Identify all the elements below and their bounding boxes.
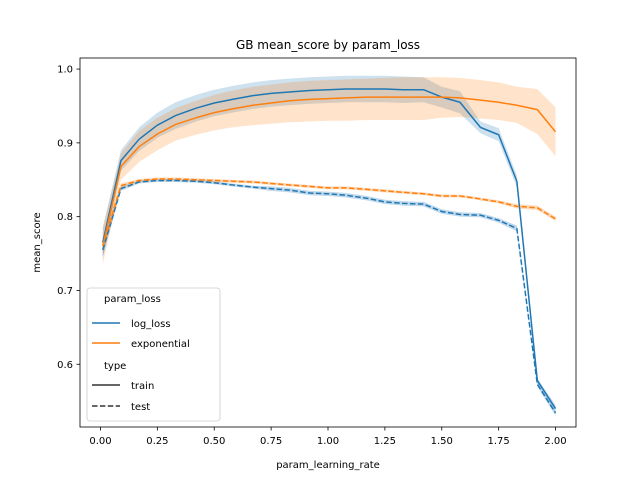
series-lines: [102, 88, 557, 414]
x-axis-label: param_learning_rate: [276, 460, 380, 471]
legend-label-exponential: exponential: [131, 339, 190, 350]
y-axis-label: mean_score: [32, 212, 43, 272]
y-tick-label: 1.0: [57, 65, 73, 76]
x-tick-label: 0.50: [203, 436, 225, 447]
y-axis-ticks: 0.6 0.7 0.8 0.9 1.0: [57, 65, 80, 371]
confidence-bands: [102, 75, 556, 416]
legend-label-log-loss: log_loss: [131, 319, 171, 330]
x-tick-label: 0.75: [260, 436, 282, 447]
line-log-loss-test: [102, 179, 557, 414]
line-log-loss-train: [102, 88, 557, 409]
chart-title: GB mean_score by param_loss: [236, 38, 420, 52]
band-exponential-train: [102, 77, 556, 265]
legend-label-test: test: [131, 402, 150, 413]
y-tick-label: 0.7: [57, 286, 73, 297]
y-tick-label: 0.6: [57, 360, 73, 371]
x-tick-label: 2.00: [544, 436, 566, 447]
legend-hue-title: param_loss: [104, 294, 161, 305]
x-tick-label: 1.00: [317, 436, 339, 447]
line-exponential-test: [102, 178, 556, 247]
x-tick-label: 1.50: [431, 436, 453, 447]
x-tick-label: 0.25: [146, 436, 168, 447]
legend-box: [86, 287, 221, 422]
x-tick-label: 1.25: [374, 436, 396, 447]
x-tick-label: 0.00: [89, 436, 111, 447]
legend-style-title: type: [104, 361, 126, 372]
legend-label-train: train: [131, 381, 154, 392]
y-tick-label: 0.9: [57, 138, 73, 149]
x-tick-label: 1.75: [488, 436, 510, 447]
y-tick-label: 0.8: [57, 212, 73, 223]
x-axis-ticks: 0.00 0.25 0.50 0.75 1.00 1.25 1.50 1.75 2.00: [89, 427, 567, 447]
line-exponential-train: [102, 96, 557, 247]
band-exponential-test: [102, 177, 556, 254]
legend: param_loss log_loss exponential type tra…: [86, 287, 221, 422]
